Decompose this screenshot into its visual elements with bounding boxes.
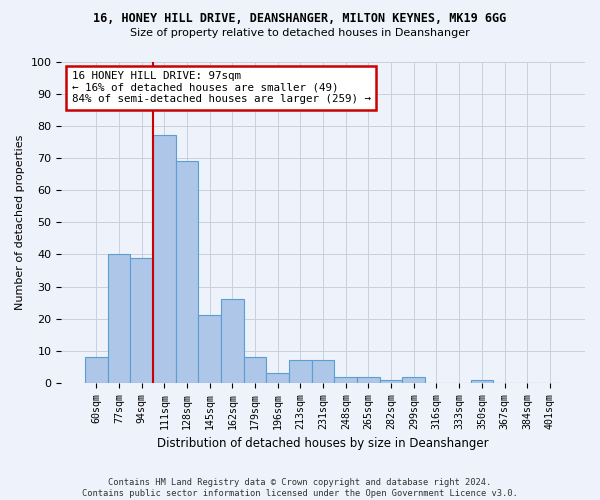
Bar (380, 380, 403, 383)
X-axis label: Distribution of detached houses by size in Deanshanger: Distribution of detached houses by size … (157, 437, 489, 450)
Bar (221, 300, 244, 383)
Bar (312, 360, 334, 383)
Bar (470, 380, 493, 383)
Bar (85, 357, 108, 383)
Bar (357, 376, 380, 383)
Bar (130, 258, 153, 383)
Y-axis label: Number of detached properties: Number of detached properties (15, 134, 25, 310)
Bar (153, 136, 176, 383)
Bar (266, 374, 289, 383)
Text: Contains HM Land Registry data © Crown copyright and database right 2024.
Contai: Contains HM Land Registry data © Crown c… (82, 478, 518, 498)
Text: 16 HONEY HILL DRIVE: 97sqm
← 16% of detached houses are smaller (49)
84% of semi: 16 HONEY HILL DRIVE: 97sqm ← 16% of deta… (72, 71, 371, 104)
Bar (176, 161, 199, 383)
Bar (244, 357, 266, 383)
Text: 16, HONEY HILL DRIVE, DEANSHANGER, MILTON KEYNES, MK19 6GG: 16, HONEY HILL DRIVE, DEANSHANGER, MILTO… (94, 12, 506, 26)
Bar (334, 376, 357, 383)
Bar (199, 316, 221, 383)
Text: Size of property relative to detached houses in Deanshanger: Size of property relative to detached ho… (130, 28, 470, 38)
Bar (403, 376, 425, 383)
Bar (108, 254, 130, 383)
Bar (289, 360, 312, 383)
